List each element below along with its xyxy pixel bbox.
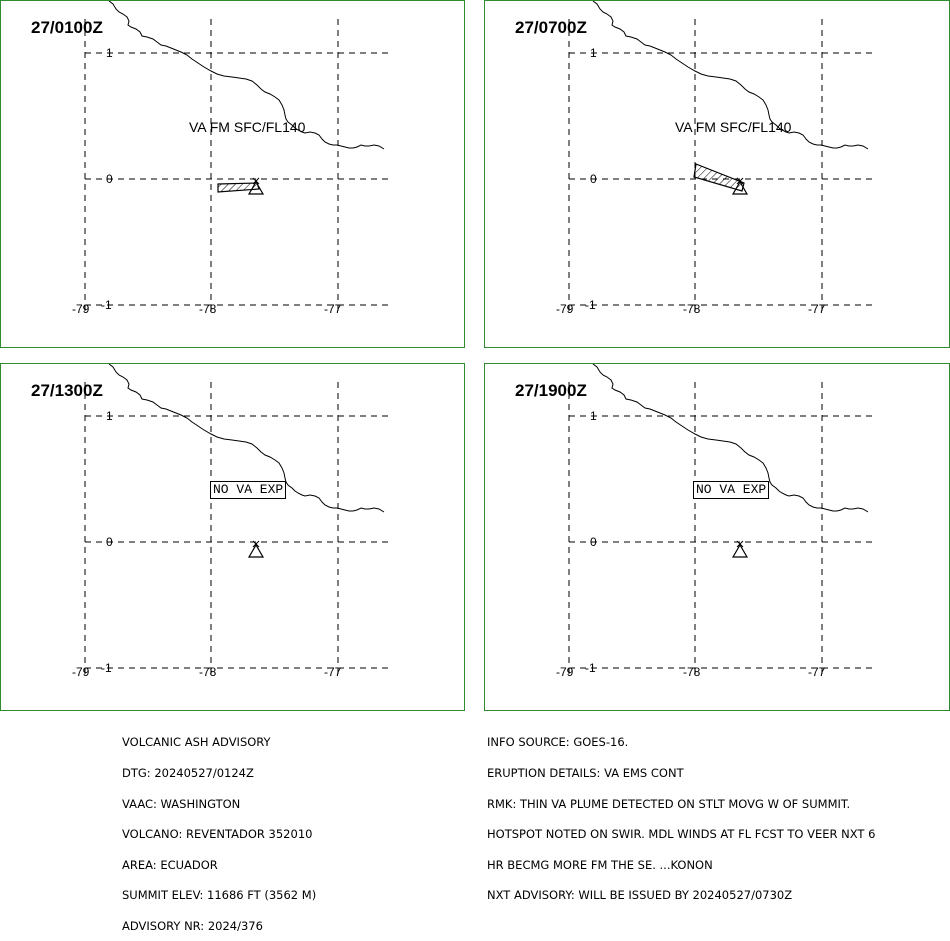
lat-label-0: 0: [590, 535, 597, 549]
lat-label-m1: -1: [585, 661, 596, 675]
advisory-line: SUMMIT ELEV: 11686 FT (3562 M): [122, 888, 317, 903]
volcano-triangle: [731, 543, 749, 558]
map-canvas: [568, 1, 875, 313]
volcano-triangle: [247, 180, 265, 195]
coastline: [108, 364, 385, 513]
advisory-line: ERUPTION DETAILS: VA EMS CONT: [487, 766, 684, 781]
advisory-details-block: INFO SOURCE: GOES-16. ERUPTION DETAILS: …: [487, 717, 875, 911]
advisory-line: HOTSPOT NOTED ON SWIR. MDL WINDS AT FL F…: [487, 827, 876, 842]
advisory-header-block: VOLCANIC ASH ADVISORY DTG: 20240527/0124…: [122, 717, 316, 941]
panel-time: 27/1300Z: [31, 381, 103, 400]
lon-label-79: -79: [72, 665, 90, 679]
lat-label-1: 1: [590, 46, 597, 60]
advisory-line: VOLCANO: REVENTADOR 352010: [122, 827, 313, 842]
coastline: [592, 364, 869, 513]
va-level-label: VA FM SFC/FL140: [189, 119, 306, 135]
lon-label-78: -78: [199, 302, 217, 316]
lat-label-0: 0: [106, 172, 113, 186]
advisory-line: VOLCANIC ASH ADVISORY: [122, 735, 271, 750]
volcano-triangle: [247, 543, 265, 558]
volcano-icon: [731, 177, 749, 195]
lat-label-0: 0: [106, 535, 113, 549]
panel-time: 27/0100Z: [31, 18, 103, 37]
advisory-line: ADVISORY NR: 2024/376: [122, 919, 263, 934]
advisory-line: VAAC: WASHINGTON: [122, 796, 241, 811]
lon-label-79: -79: [72, 302, 90, 316]
lon-label-78: -78: [199, 665, 217, 679]
no-va-expected-box: NO VA EXP: [210, 481, 287, 499]
lon-label-79: -79: [556, 665, 574, 679]
coastline: [108, 1, 385, 150]
forecast-panel-0700z: 27/0700Z 1 0 -1 -79 -78 -77 VA FM SFC/FL…: [484, 0, 950, 348]
lat-label-1: 1: [106, 46, 113, 60]
forecast-panel-1900z: 27/1900Z 1 0 -1 -79 -78 -77 NO VA EXP: [484, 363, 950, 711]
lat-label-m1: -1: [101, 661, 112, 675]
map-canvas: [568, 364, 875, 676]
volcano-mark: [252, 540, 260, 548]
volcano-icon: [731, 540, 749, 558]
volcano-icon: [247, 177, 265, 195]
volcano-mark: [252, 177, 260, 185]
lon-label-78: -78: [683, 302, 701, 316]
coastline: [592, 1, 869, 150]
lon-label-77: -77: [808, 302, 826, 316]
forecast-panel-1300z: 27/1300Z 1 0 -1 -79 -78 -77 NO VA EXP: [0, 363, 465, 711]
lon-label-77: -77: [808, 665, 826, 679]
lat-label-m1: -1: [585, 298, 596, 312]
forecast-panel-0100z: 27/0100Z 1 0 -1 -79 -78 -77 VA FM SFC/FL…: [0, 0, 465, 348]
volcano-icon: [247, 540, 265, 558]
panel-time: 27/1900Z: [515, 381, 587, 400]
map-canvas: [84, 1, 391, 313]
ash-plume-polygon: [217, 182, 260, 193]
lon-label-79: -79: [556, 302, 574, 316]
panel-time: 27/0700Z: [515, 18, 587, 37]
lat-label-1: 1: [590, 409, 597, 423]
lon-label-77: -77: [324, 665, 342, 679]
ash-plume-polygon: [693, 163, 745, 192]
lon-label-78: -78: [683, 665, 701, 679]
advisory-line: DTG: 20240527/0124Z: [122, 766, 254, 781]
volcano-mark: [736, 177, 744, 185]
advisory-line: INFO SOURCE: GOES-16.: [487, 735, 629, 750]
advisory-line: RMK: THIN VA PLUME DETECTED ON STLT MOVG…: [487, 796, 851, 811]
advisory-line: NXT ADVISORY: WILL BE ISSUED BY 20240527…: [487, 888, 793, 903]
lon-label-77: -77: [324, 302, 342, 316]
va-level-label: VA FM SFC/FL140: [675, 119, 792, 135]
lat-label-m1: -1: [101, 298, 112, 312]
lat-label-0: 0: [590, 172, 597, 186]
lat-label-1: 1: [106, 409, 113, 423]
volcano-mark: [736, 540, 744, 548]
map-canvas: [84, 364, 391, 676]
advisory-line: HR BECMG MORE FM THE SE. ...KONON: [487, 857, 713, 872]
volcano-triangle: [731, 180, 749, 195]
no-va-expected-box: NO VA EXP: [693, 481, 770, 499]
advisory-line: AREA: ECUADOR: [122, 857, 218, 872]
